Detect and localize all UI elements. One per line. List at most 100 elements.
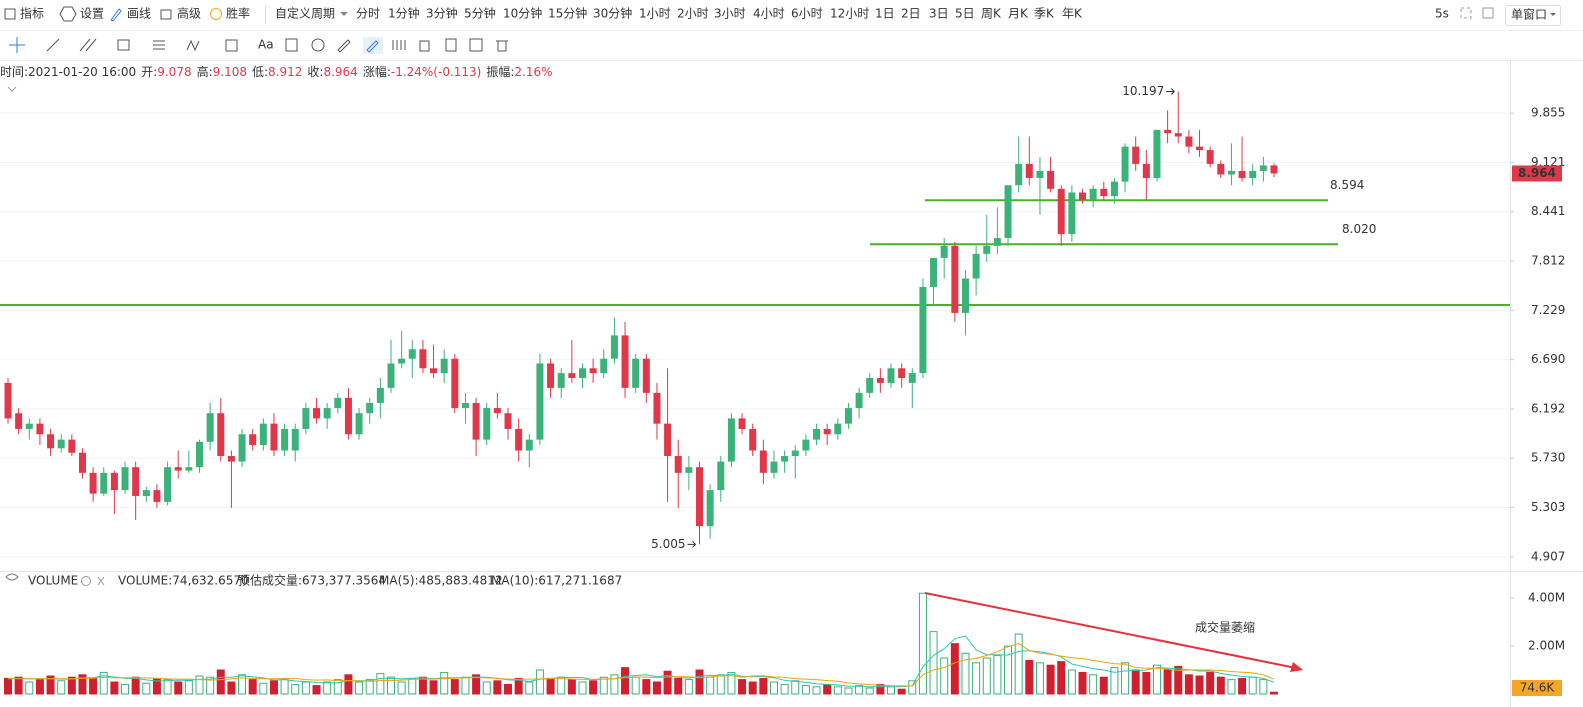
candle-body xyxy=(1057,188,1065,235)
tool-button[interactable]: 设置 xyxy=(80,7,104,21)
info-label: 开: xyxy=(141,65,157,79)
volume-bar xyxy=(844,687,853,695)
period-button[interactable]: 5日 xyxy=(955,7,975,21)
font-tool[interactable]: Aa xyxy=(258,38,274,52)
volume-bar xyxy=(1238,677,1247,695)
volume-bar xyxy=(823,683,832,695)
candle-body xyxy=(1036,170,1044,179)
icon[interactable] xyxy=(160,9,172,20)
candle-body xyxy=(366,402,374,414)
drawn-line-label: 8.020 xyxy=(1342,222,1376,236)
volume-bar xyxy=(78,674,87,695)
icon[interactable] xyxy=(210,8,222,20)
volume-bar xyxy=(621,667,630,695)
settings-icon[interactable] xyxy=(81,576,91,586)
volume-bar xyxy=(344,674,353,695)
ruler-tool[interactable] xyxy=(337,39,351,53)
icon[interactable] xyxy=(59,6,77,22)
volume-bar xyxy=(312,685,321,695)
period-button[interactable]: 2日 xyxy=(901,7,921,21)
tool-button[interactable]: 胜率 xyxy=(226,6,250,21)
volume-bar xyxy=(557,676,566,695)
custom-period[interactable]: 自定义周期 xyxy=(275,6,335,21)
window-button[interactable] xyxy=(1505,5,1561,26)
collapse-caret[interactable] xyxy=(7,86,17,92)
period-button[interactable]: 1分钟 xyxy=(388,6,420,21)
fib-tool[interactable] xyxy=(153,40,165,50)
icon[interactable] xyxy=(110,8,122,22)
period-button[interactable]: 月K xyxy=(1008,7,1029,21)
y-tick-label: 4.00M xyxy=(1528,591,1565,605)
volume-bar xyxy=(301,681,310,695)
period-button[interactable]: 6小时 xyxy=(791,7,823,21)
candle-body xyxy=(664,423,672,457)
period-button[interactable]: 3小时 xyxy=(714,7,746,21)
channel-tool[interactable] xyxy=(79,38,97,52)
icon[interactable] xyxy=(4,8,16,20)
measure-tool[interactable] xyxy=(225,39,238,52)
high-arrow xyxy=(1166,88,1175,95)
tool-button[interactable]: 高级 xyxy=(177,6,201,21)
crosshair-tool[interactable] xyxy=(9,37,25,53)
volume-bar xyxy=(940,657,949,695)
lock-tool[interactable] xyxy=(419,40,430,52)
icon[interactable] xyxy=(1460,7,1472,19)
candle-body xyxy=(238,434,246,462)
period-button[interactable]: 季K xyxy=(1034,7,1055,21)
bars-tool[interactable] xyxy=(392,40,406,50)
period-button[interactable]: 10分钟 xyxy=(503,6,542,21)
period-button[interactable]: 分时 xyxy=(356,7,380,21)
candle-body xyxy=(334,397,342,409)
last-price-label: 8.964 xyxy=(1518,166,1556,180)
candle-body xyxy=(270,423,278,451)
volume-bar xyxy=(482,681,491,695)
tool-button[interactable]: 画线 xyxy=(127,7,151,21)
period-button[interactable]: 4小时 xyxy=(753,7,785,21)
candle-body xyxy=(4,382,12,419)
copy-tool[interactable] xyxy=(445,38,457,52)
close-icon[interactable] xyxy=(97,576,105,586)
screenshot-tool[interactable] xyxy=(469,38,483,52)
eye-icon[interactable] xyxy=(5,573,19,581)
volume-bar xyxy=(1057,661,1066,695)
candle-body xyxy=(36,423,44,435)
icon[interactable] xyxy=(1482,7,1494,19)
period-button[interactable]: 5分钟 xyxy=(464,6,496,21)
volume-bar xyxy=(610,674,619,695)
candle-body xyxy=(504,413,512,429)
candle-body xyxy=(653,392,661,424)
magnet-tool[interactable] xyxy=(311,38,325,52)
candle-body xyxy=(323,408,331,419)
tool-button[interactable]: 指标 xyxy=(20,6,44,21)
refresh-rate[interactable]: 5s xyxy=(1435,7,1449,21)
period-button[interactable]: 2小时 xyxy=(677,7,709,21)
period-button[interactable]: 周K xyxy=(981,7,1002,21)
period-button[interactable]: 1日 xyxy=(875,7,895,21)
period-button[interactable]: 12小时 xyxy=(830,7,869,21)
shape-tool[interactable] xyxy=(117,39,130,51)
high-label: 10.197 xyxy=(1122,84,1164,98)
volume-bar xyxy=(440,671,449,695)
volume-bar xyxy=(238,674,247,695)
period-button[interactable]: 年K xyxy=(1062,7,1083,21)
volume-bar xyxy=(408,677,417,695)
volume-bar xyxy=(897,688,906,695)
icon-tool[interactable] xyxy=(285,38,298,52)
volume-bar xyxy=(184,680,193,695)
line-tool[interactable] xyxy=(46,38,60,52)
y-tick-label: 6.192 xyxy=(1531,401,1565,415)
window-mode[interactable]: 单窗口 xyxy=(1511,8,1547,22)
pen-tool[interactable] xyxy=(366,40,379,53)
period-button[interactable]: 30分钟 xyxy=(593,6,632,21)
volume-bar xyxy=(684,679,693,695)
period-button[interactable]: 3分钟 xyxy=(426,6,458,21)
wave-tool[interactable] xyxy=(186,39,200,52)
period-button[interactable]: 15分钟 xyxy=(548,6,587,21)
delete-tool[interactable] xyxy=(496,40,508,52)
volume-bar xyxy=(110,681,119,695)
volume-bar xyxy=(546,677,555,695)
period-button[interactable]: 3日 xyxy=(929,7,949,21)
period-button[interactable]: 1小时 xyxy=(639,7,671,21)
volume-bar xyxy=(376,673,385,695)
candle-body xyxy=(1196,146,1204,151)
